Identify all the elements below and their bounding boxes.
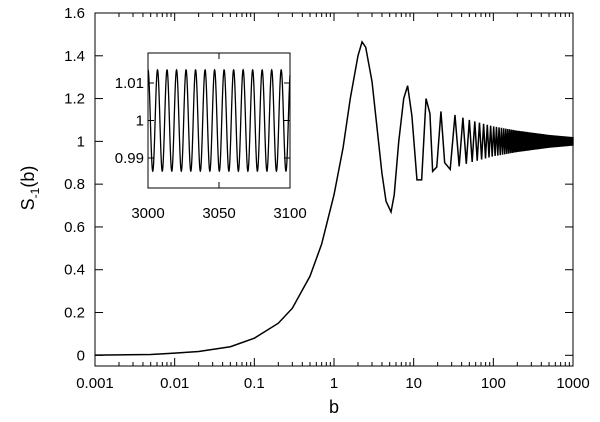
main-axis-tick-labels: 0.001 0.01 0.1 1 10 100 1000 0 0.2 0.4 0.6 0.8 1 1.2 1… xyxy=(64,5,590,392)
x-tick-label: 1 xyxy=(330,375,338,392)
y-axis-label-tail: (b) xyxy=(18,166,38,188)
x-tick-label: 0.001 xyxy=(76,375,114,392)
y-axis-label-main: S xyxy=(18,198,38,210)
y-axis-label: S-1(b) xyxy=(18,166,42,211)
inset-y-tick-label: 0.99 xyxy=(115,150,144,167)
x-tick-label: 1000 xyxy=(556,375,589,392)
inset-x-tick-label: 3000 xyxy=(131,205,164,222)
inset-axis-tick-labels: 3000 3050 3100 0.99 1 1.01 xyxy=(115,75,307,222)
y-tick-label: 0.8 xyxy=(64,176,85,193)
y-axis-label-sub: -1 xyxy=(28,187,42,198)
y-tick-label: 0 xyxy=(77,347,85,364)
main-series-line xyxy=(94,40,574,356)
inset-y-tick-label: 1 xyxy=(136,113,144,130)
x-axis-label: b xyxy=(329,397,339,417)
y-tick-label: 1.4 xyxy=(64,48,85,65)
svg-text:S-1(b): S-1(b) xyxy=(18,166,42,211)
inset-series-line xyxy=(147,68,291,173)
y-tick-label: 0.6 xyxy=(64,219,85,236)
inset-x-tick-label: 3100 xyxy=(273,205,306,222)
x-tick-label: 0.1 xyxy=(244,375,265,392)
y-tick-label: 0.2 xyxy=(64,305,85,322)
inset-x-tick-label: 3050 xyxy=(202,205,235,222)
inset-y-tick-label: 1.01 xyxy=(115,75,144,92)
y-tick-label: 1.6 xyxy=(64,5,85,22)
y-tick-label: 1.2 xyxy=(64,91,85,108)
x-tick-label: 0.01 xyxy=(160,375,189,392)
y-tick-label: 0.4 xyxy=(64,262,85,279)
x-tick-label: 100 xyxy=(481,375,506,392)
x-tick-label: 10 xyxy=(405,375,422,392)
y-tick-label: 1 xyxy=(77,133,85,150)
